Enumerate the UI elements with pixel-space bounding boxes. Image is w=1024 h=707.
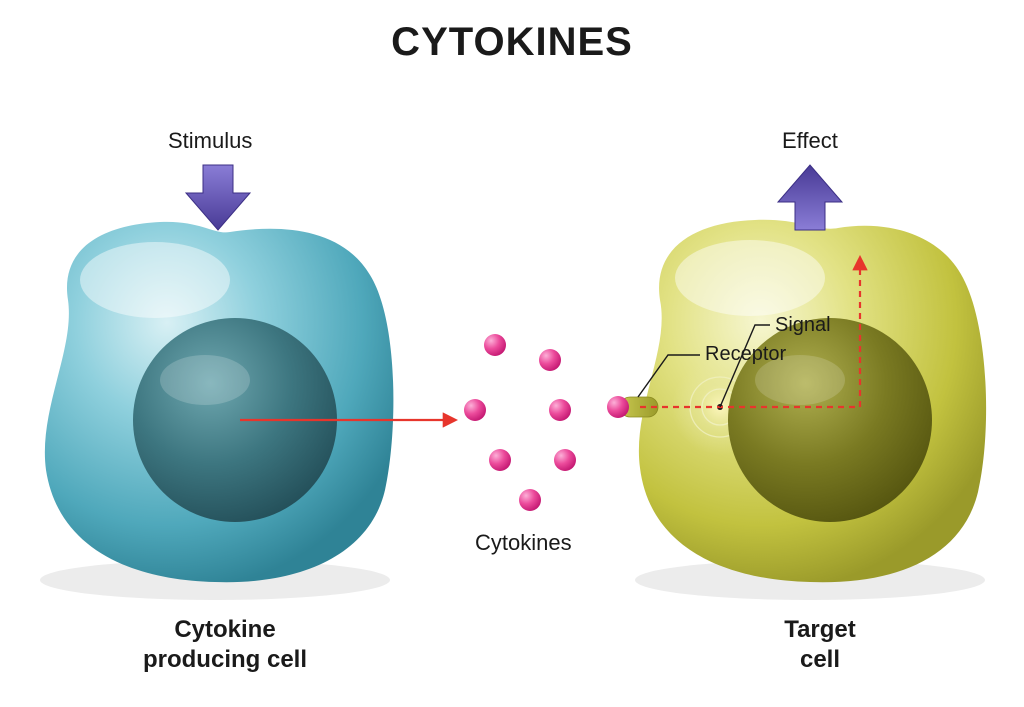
stimulus-arrow-icon bbox=[186, 165, 250, 230]
stimulus-label: Stimulus bbox=[168, 128, 252, 154]
producing-cell-label: Cytokine producing cell bbox=[125, 615, 325, 675]
cytokine-producing-cell bbox=[45, 222, 394, 582]
cytokines-label: Cytokines bbox=[475, 530, 572, 556]
effect-arrow-icon bbox=[778, 165, 842, 230]
receptor bbox=[607, 396, 658, 418]
effect-label: Effect bbox=[782, 128, 838, 154]
target-cell bbox=[639, 220, 986, 582]
cytokines-group bbox=[464, 334, 576, 511]
diagram-canvas bbox=[0, 0, 1024, 707]
page-title: CYTOKINES bbox=[391, 20, 633, 65]
receptor-label: Receptor bbox=[705, 343, 786, 366]
signal-label: Signal bbox=[775, 314, 831, 337]
target-cell-line1: Target bbox=[784, 616, 856, 643]
target-cell-label: Target cell bbox=[740, 615, 900, 675]
target-cell-line2: cell bbox=[800, 646, 840, 673]
producing-cell-line2: producing cell bbox=[143, 646, 307, 673]
producing-cell-line1: Cytokine bbox=[174, 616, 275, 643]
